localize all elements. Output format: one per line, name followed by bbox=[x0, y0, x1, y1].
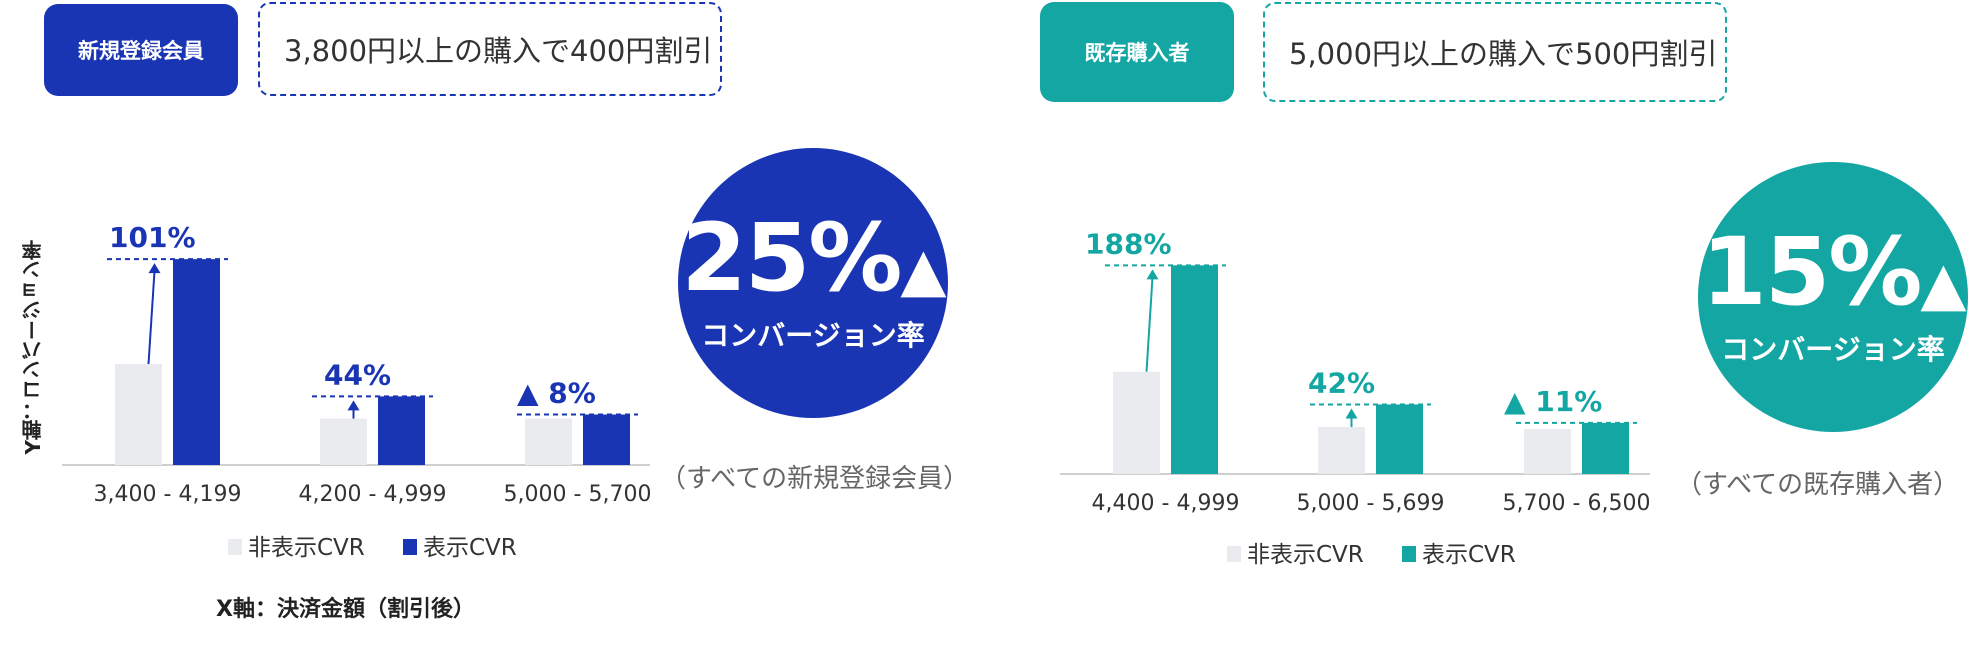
headline-percentage: 15%▲ bbox=[1701, 218, 1966, 327]
bar-hidden-cvr bbox=[525, 418, 572, 465]
x-axis-label: X軸：決済金額（割引後） bbox=[216, 597, 475, 622]
legend-swatch-hidden-cvr bbox=[228, 539, 242, 555]
headline-subtitle: コンバージョン率 bbox=[1721, 333, 1945, 366]
bar-shown-cvr bbox=[378, 396, 425, 465]
segment-badge-existing-buyers: 既存購入者 bbox=[1040, 2, 1234, 102]
category-tick-label: 4,400 - 4,999 bbox=[1092, 491, 1240, 516]
bar-shown-cvr bbox=[1582, 422, 1629, 474]
category-tick-label: 3,400 - 4,199 bbox=[94, 482, 242, 507]
legend-label-hidden-cvr: 非表示CVR bbox=[1247, 542, 1364, 568]
up-triangle-icon: ▲ bbox=[900, 235, 946, 305]
category-tick-label: 5,000 - 5,700 bbox=[504, 482, 652, 507]
offer-description-existing-buyers: 5,000円以上の購入で500円割引 bbox=[1263, 2, 1727, 102]
scope-note-existing-buyers: （すべての既存購入者） bbox=[1676, 470, 1960, 500]
uplift-percentage-label: 101% bbox=[109, 221, 196, 254]
segment-badge-new-members: 新規登録会員 bbox=[44, 4, 238, 96]
category-tick-label: 5,700 - 6,500 bbox=[1503, 491, 1651, 516]
uplift-percentage-label: 188% bbox=[1085, 227, 1172, 260]
headline-percentage: 25%▲ bbox=[681, 204, 946, 313]
bar-shown-cvr bbox=[173, 259, 220, 465]
bar-shown-cvr bbox=[583, 414, 630, 465]
bar-hidden-cvr bbox=[1113, 371, 1160, 474]
uplift-arrow-head-icon bbox=[347, 400, 360, 411]
bar-shown-cvr bbox=[1171, 265, 1218, 474]
uplift-percentage-label: ▲ 11% bbox=[1504, 385, 1602, 418]
uplift-percentage-label: ▲ 8% bbox=[517, 377, 596, 410]
chart-existing-buyers: 188% 4,400 - 4,999 42% 5,000 - 5,699 ▲ 11% 5,… bbox=[1060, 227, 1651, 568]
uplift-percentage-label: 42% bbox=[1308, 366, 1375, 399]
uplift-arrow-head-icon bbox=[1345, 408, 1358, 419]
headline-circle-new-members: 25%▲ コンバージョン率 bbox=[678, 148, 948, 418]
uplift-arrow-line bbox=[1145, 277, 1154, 372]
uplift-arrow-line bbox=[147, 271, 156, 365]
bar-hidden-cvr bbox=[1318, 426, 1365, 474]
category-tick-label: 5,000 - 5,699 bbox=[1297, 491, 1445, 516]
offer-description-new-members: 3,800円以上の購入で400円割引 bbox=[258, 2, 722, 96]
headline-subtitle: コンバージョン率 bbox=[701, 319, 925, 352]
legend-swatch-hidden-cvr bbox=[1227, 546, 1241, 562]
bar-shown-cvr bbox=[1376, 404, 1423, 474]
legend-swatch-shown-cvr bbox=[403, 539, 417, 555]
uplift-arrow-head-icon bbox=[148, 263, 161, 274]
bar-hidden-cvr bbox=[1524, 429, 1571, 474]
category-tick-label: 4,200 - 4,999 bbox=[299, 482, 447, 507]
scope-note-new-members: （すべての新規登録会員） bbox=[660, 464, 970, 494]
bar-hidden-cvr bbox=[115, 364, 162, 465]
chart-new-members: 101% 3,400 - 4,199 44% 4,200 - 4,999 ▲ 8% 5,0… bbox=[62, 221, 652, 561]
uplift-arrow-head-icon bbox=[1146, 269, 1159, 280]
legend-label-shown-cvr: 表示CVR bbox=[1422, 542, 1516, 568]
uplift-percentage-label: 44% bbox=[324, 358, 391, 391]
legend-label-hidden-cvr: 非表示CVR bbox=[248, 535, 365, 561]
up-triangle-icon: ▲ bbox=[1920, 249, 1966, 319]
bar-hidden-cvr bbox=[320, 418, 367, 465]
legend-swatch-shown-cvr bbox=[1402, 546, 1416, 562]
headline-circle-existing-buyers: 15%▲ コンバージョン率 bbox=[1698, 162, 1968, 432]
legend-label-shown-cvr: 表示CVR bbox=[423, 535, 517, 561]
